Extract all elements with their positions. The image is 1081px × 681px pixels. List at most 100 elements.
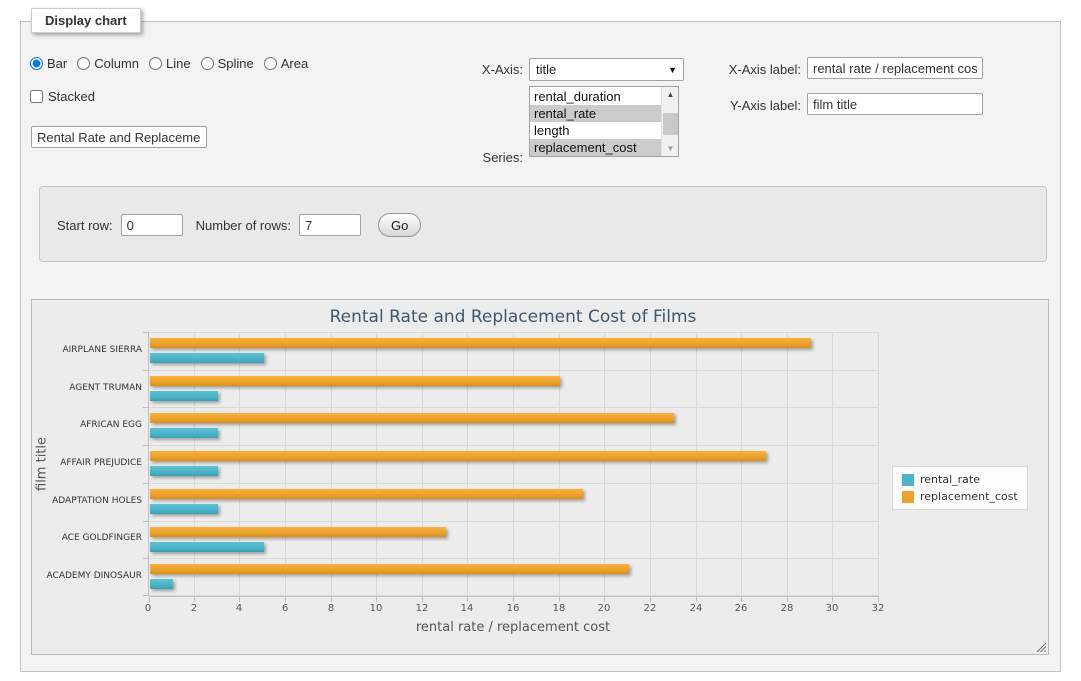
series-option-length[interactable]: length xyxy=(534,123,570,138)
series-option-replacement_cost[interactable]: replacement_cost xyxy=(530,139,661,156)
stacked-checkbox[interactable] xyxy=(30,90,43,103)
y-axis-tick xyxy=(143,332,148,333)
x-tick-label: 26 xyxy=(734,603,748,614)
gridline xyxy=(285,332,286,596)
chart-type-option-area[interactable]: Area xyxy=(263,56,308,71)
bar-replacement_cost xyxy=(150,376,560,386)
category-label: AFRICAN EGG xyxy=(80,420,142,431)
number-of-rows-label: Number of rows: xyxy=(195,217,291,233)
series-option-rental_duration[interactable]: rental_duration xyxy=(534,89,621,104)
bar-rental_rate xyxy=(150,579,173,589)
category-label: ACE GOLDFINGER xyxy=(61,533,142,544)
chart-type-radio-bar[interactable] xyxy=(30,57,43,70)
y-axis-tick xyxy=(143,521,148,522)
bar-rental_rate xyxy=(150,391,218,401)
start-row-input[interactable] xyxy=(120,214,183,236)
x-axis-select-label: X-Axis: xyxy=(481,62,523,77)
y-axis-label-label: Y-Axis label: xyxy=(729,98,801,113)
x-axis-tick xyxy=(878,597,879,602)
gridline xyxy=(696,332,697,596)
resize-handle-icon[interactable] xyxy=(1035,641,1046,652)
chart-x-axis-title: rental rate / replacement cost xyxy=(415,620,611,635)
gridline xyxy=(239,332,240,596)
x-axis-tick xyxy=(239,597,240,602)
x-axis-tick xyxy=(376,597,377,602)
chart-title-input[interactable] xyxy=(31,126,207,148)
category-label: ACADEMY DINOSAUR xyxy=(46,571,142,582)
gridline xyxy=(376,332,377,596)
x-tick-label: 12 xyxy=(415,603,429,614)
series-multiselect[interactable]: rental_duration rental_rate length replacem… xyxy=(529,86,679,157)
x-axis-tick xyxy=(832,597,833,602)
gridline xyxy=(331,332,332,596)
x-axis-tick xyxy=(285,597,286,602)
gridline xyxy=(149,370,879,371)
panel-title: Display chart xyxy=(31,8,141,33)
scrollbar-down-icon[interactable]: ▼ xyxy=(662,141,678,156)
number-of-rows-input[interactable] xyxy=(299,214,361,236)
x-axis-label-input[interactable] xyxy=(807,57,983,79)
chart-type-radio-area[interactable] xyxy=(263,57,277,70)
chart-type-option-column[interactable]: Column xyxy=(77,56,139,71)
chart-type-option-spline[interactable]: Spline xyxy=(200,56,254,71)
x-axis-tick xyxy=(559,597,560,602)
chart-type-option-bar[interactable]: Bar xyxy=(30,56,67,71)
gridline xyxy=(149,407,879,408)
gridline xyxy=(194,332,195,596)
series-scrollbar[interactable]: ▲ ▼ xyxy=(661,87,678,156)
x-axis-selected-value: title xyxy=(536,62,557,77)
legend-item-replacement_cost[interactable]: replacement_cost xyxy=(902,490,1018,503)
go-button[interactable]: Go xyxy=(378,213,422,237)
x-axis-select[interactable]: title ▼ xyxy=(529,58,684,81)
x-axis-label-label: X-Axis label: xyxy=(728,62,801,77)
chart-type-option-line[interactable]: Line xyxy=(149,56,191,71)
x-axis-tick xyxy=(149,597,150,602)
x-tick-label: 30 xyxy=(825,603,839,614)
dropdown-arrow-icon: ▼ xyxy=(668,64,677,75)
gridline xyxy=(149,521,879,522)
chart-type-radio-column[interactable] xyxy=(77,57,91,70)
gridline xyxy=(149,558,879,559)
x-axis-tick xyxy=(467,597,468,602)
x-axis-line xyxy=(149,596,879,597)
start-row-label: Start row: xyxy=(57,217,113,233)
bar-rental_rate xyxy=(150,353,264,363)
gridline xyxy=(149,445,879,446)
gridline xyxy=(149,332,879,333)
legend-label: replacement_cost xyxy=(920,490,1018,503)
y-axis-tick xyxy=(143,595,148,596)
chart-type-radio-line[interactable] xyxy=(149,57,163,70)
legend-item-rental_rate[interactable]: rental_rate xyxy=(902,473,1018,486)
category-label: AGENT TRUMAN xyxy=(69,382,142,393)
y-axis-tick xyxy=(143,445,148,446)
gridline xyxy=(149,595,879,596)
bar-replacement_cost xyxy=(150,338,811,348)
x-axis-tick xyxy=(513,597,514,602)
x-tick-label: 20 xyxy=(597,603,611,614)
plot-area xyxy=(148,332,879,602)
display-chart-panel: Display chart Bar Column Line Spline Area St… xyxy=(20,8,1061,672)
x-tick-label: 22 xyxy=(643,603,657,614)
chart-title: Rental Rate and Replacement Cost of Film… xyxy=(329,307,697,327)
y-axis-tick xyxy=(143,483,148,484)
bar-replacement_cost xyxy=(150,527,446,537)
chart-type-radio-spline[interactable] xyxy=(200,57,214,70)
y-axis-tick xyxy=(143,370,148,371)
chart-type-label: Column xyxy=(94,56,140,71)
stacked-option[interactable]: Stacked xyxy=(30,89,95,104)
x-tick-label: 24 xyxy=(689,603,703,614)
scrollbar-up-icon[interactable]: ▲ xyxy=(662,87,678,102)
chart-type-label: Spline xyxy=(217,56,254,71)
y-axis-label-input[interactable] xyxy=(807,93,983,115)
gridline xyxy=(741,332,742,596)
gridline xyxy=(422,332,423,596)
x-tick-label: 14 xyxy=(460,603,474,614)
series-option-rental_rate[interactable]: rental_rate xyxy=(530,105,661,122)
scrollbar-thumb[interactable] xyxy=(663,113,678,135)
series-option-list: rental_duration rental_rate length replacem… xyxy=(530,88,661,156)
chart-type-label: Line xyxy=(166,56,191,71)
bar-replacement_cost xyxy=(150,489,583,499)
legend-swatch-icon xyxy=(902,490,914,503)
x-axis-tick xyxy=(787,597,788,602)
gridline xyxy=(832,332,833,596)
